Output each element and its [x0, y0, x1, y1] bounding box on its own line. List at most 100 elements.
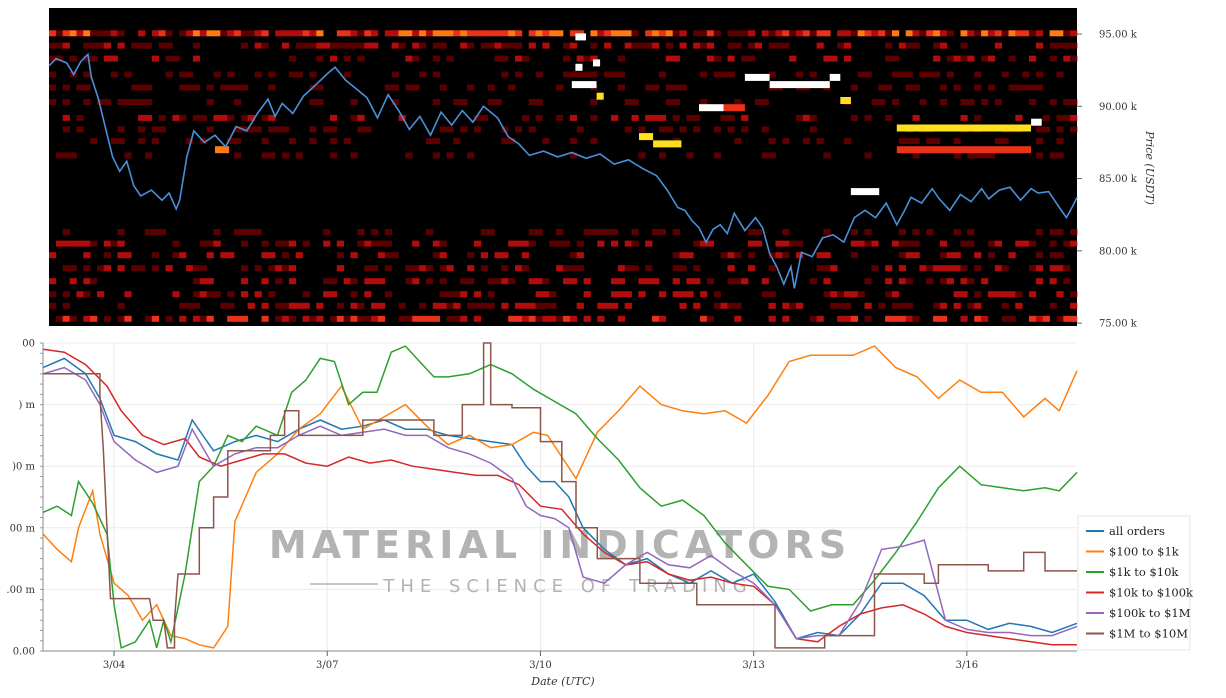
heatmap-cell	[446, 126, 454, 133]
heatmap-cell	[652, 278, 660, 285]
heatmap-cell	[727, 42, 735, 49]
heatmap-cell	[405, 278, 413, 285]
price-tick-label: 90.00 k	[1099, 102, 1138, 113]
heatmap-cell	[898, 42, 906, 49]
heatmap-cell	[501, 55, 509, 62]
heatmap-cell	[460, 30, 468, 37]
heatmap-cell	[652, 114, 660, 121]
heatmap-cell	[686, 152, 694, 159]
price-axis: 95.00 k 90.00 k 85.00 k 80.00 k 75.00 k	[1077, 30, 1138, 330]
heatmap-cell	[885, 114, 893, 121]
heatmap-cell	[864, 302, 872, 309]
heatmap-cell	[309, 315, 317, 322]
heatmap-cell	[419, 30, 427, 37]
heatmap-cell	[254, 229, 262, 235]
heatmap-cell	[432, 252, 440, 259]
heatmap-cell	[693, 265, 701, 272]
heatmap-cell	[905, 302, 913, 309]
heatmap-cell	[624, 30, 632, 37]
heatmap-cell	[823, 278, 831, 285]
heatmap-cell	[405, 84, 413, 91]
date-tick-label: 3/13	[742, 660, 764, 671]
heatmap-cell	[323, 291, 331, 298]
heatmap-cell	[652, 229, 660, 235]
heatmap-cell	[199, 114, 207, 121]
heatmap-cell	[1029, 30, 1037, 37]
heatmap-cell	[364, 291, 372, 298]
heatmap-cell	[192, 84, 201, 91]
heatmap-cell	[720, 71, 728, 78]
heatmap-cell	[330, 278, 338, 285]
heatmap-cell	[665, 126, 673, 133]
heatmap-cell	[275, 30, 283, 37]
heatmap-cell	[528, 126, 536, 133]
heatmap-cell	[1070, 291, 1078, 298]
heatmap-cell	[330, 42, 338, 49]
heatmap-cell	[467, 152, 475, 159]
heatmap-cell	[90, 315, 98, 322]
heatmap-cell	[727, 30, 735, 37]
heatmap-cell	[1056, 114, 1064, 121]
heatmap-cell	[1015, 30, 1023, 37]
heatmap-cell	[569, 138, 578, 144]
heatmap-cell	[110, 138, 118, 144]
value-tick-label: .00 m	[6, 585, 35, 596]
heatmap-cell	[549, 30, 557, 37]
heatmap-cell	[596, 92, 604, 100]
heatmap-cell	[723, 104, 745, 112]
heatmap-cell	[1056, 138, 1064, 144]
heatmap-cell	[227, 30, 235, 37]
heatmap-cell	[699, 104, 724, 112]
heatmap-cell	[357, 240, 365, 247]
heatmap-cell	[323, 240, 331, 247]
heatmap-cell	[206, 291, 214, 298]
heatmap-cell	[371, 265, 379, 272]
heatmap-cell	[563, 265, 571, 272]
heatmap-cell	[131, 99, 139, 105]
heatmap-cell	[528, 240, 536, 247]
heatmap-cell	[220, 302, 228, 309]
heatmap-cell	[734, 99, 742, 105]
heatmap-cell	[254, 71, 262, 78]
heatmap-cell	[234, 229, 242, 235]
heatmap-cell	[199, 30, 207, 37]
heatmap-cell	[953, 302, 961, 309]
heatmap-cell	[569, 30, 578, 37]
heatmap-cell	[672, 229, 680, 235]
heatmap-cell	[62, 315, 70, 322]
heatmap-cell	[631, 265, 639, 272]
heatmap-cell	[261, 114, 269, 121]
heatmap-cell	[768, 30, 776, 37]
heatmap-cell	[624, 302, 632, 309]
heatmap-cell	[330, 315, 338, 322]
heatmap-cell	[1070, 99, 1078, 105]
heatmap-cell	[254, 265, 262, 272]
heatmap-cell	[693, 302, 701, 309]
heatmap-cell	[885, 315, 893, 322]
heatmap-cell	[816, 265, 824, 272]
heatmap-cell	[679, 42, 687, 49]
heatmap-cell	[974, 315, 982, 322]
heatmap-cell	[611, 71, 619, 78]
heatmap-cell	[1056, 265, 1064, 272]
heatmap-cell	[83, 315, 91, 322]
heatmap-cell	[240, 265, 249, 272]
heatmap-cell	[179, 114, 187, 121]
heatmap-cell	[569, 265, 578, 272]
heatmap-cell	[974, 252, 982, 259]
heatmap-cell	[864, 278, 872, 285]
heatmap-cell	[494, 30, 502, 37]
heatmap-cell	[446, 302, 454, 309]
heatmap-cell	[789, 302, 797, 309]
heatmap-cell	[343, 42, 351, 49]
heatmap-cell	[172, 291, 180, 298]
heatmap-cell	[1035, 71, 1044, 78]
heatmap-cell	[1001, 71, 1009, 78]
heatmap-cell	[76, 126, 84, 133]
heatmap-cell	[693, 126, 701, 133]
heatmap-cell	[240, 278, 249, 285]
heatmap-cell	[611, 291, 619, 298]
heatmap-cell	[199, 265, 207, 272]
heatmap-cell	[672, 84, 680, 91]
heatmap-cell	[460, 99, 468, 105]
